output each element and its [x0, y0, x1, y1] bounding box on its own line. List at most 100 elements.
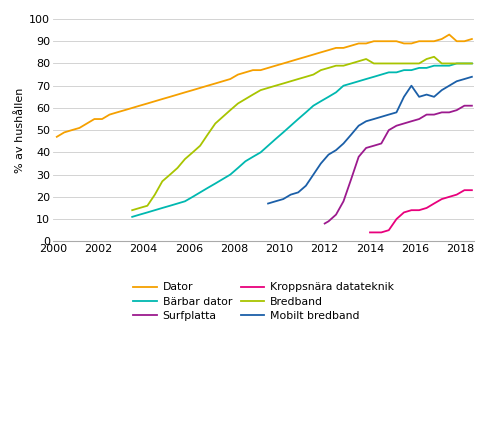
Bredband [393, 61, 399, 66]
Mobilt bredband [318, 161, 324, 166]
Bärbar dator [190, 194, 195, 199]
Surfplatta [348, 176, 354, 181]
Mobilt bredband [363, 119, 369, 124]
Bärbar dator [310, 103, 316, 108]
Bredband [363, 57, 369, 62]
Bärbar dator [424, 65, 430, 71]
Bredband [227, 108, 233, 113]
Bärbar dator [348, 81, 354, 86]
Dator [371, 39, 377, 44]
Bredband [273, 83, 278, 88]
Bärbar dator [371, 74, 377, 79]
Bredband [144, 203, 150, 208]
Bredband [326, 65, 331, 71]
Mobilt bredband [273, 199, 278, 204]
Dator [326, 48, 331, 53]
Mobilt bredband [303, 183, 309, 188]
Surfplatta [409, 119, 414, 124]
Bredband [310, 72, 316, 77]
Kroppsnära datateknik [439, 196, 445, 201]
Bärbar dator [446, 63, 452, 68]
Line: Bredband: Bredband [132, 57, 472, 210]
Bredband [220, 114, 226, 119]
Bredband [348, 61, 354, 66]
Mobilt bredband [295, 190, 301, 195]
Bärbar dator [333, 90, 339, 95]
Surfplatta [416, 116, 422, 122]
Surfplatta [469, 103, 475, 108]
Kroppsnära datateknik [446, 194, 452, 199]
Bredband [160, 179, 165, 184]
Bredband [265, 85, 271, 91]
Bredband [167, 172, 173, 177]
Bärbar dator [197, 190, 203, 195]
Surfplatta [371, 143, 377, 148]
Mobilt bredband [462, 76, 467, 82]
Kroppsnära datateknik [454, 192, 460, 197]
Bredband [288, 79, 294, 84]
Dator [469, 37, 475, 42]
Bredband [197, 143, 203, 148]
Mobilt bredband [333, 147, 339, 153]
Bredband [386, 61, 392, 66]
Surfplatta [439, 110, 445, 115]
Mobilt bredband [288, 192, 294, 197]
Bredband [371, 61, 377, 66]
Bredband [250, 92, 256, 97]
Bärbar dator [393, 70, 399, 75]
Bärbar dator [454, 61, 460, 66]
Kroppsnära datateknik [393, 216, 399, 221]
Bredband [303, 74, 309, 79]
Bredband [409, 61, 414, 66]
Bredband [136, 205, 142, 210]
Mobilt bredband [439, 88, 445, 93]
Dator [310, 52, 316, 57]
Bredband [190, 150, 195, 155]
Mobilt bredband [379, 114, 384, 119]
Bärbar dator [401, 68, 407, 73]
Dator [288, 59, 294, 64]
Mobilt bredband [454, 79, 460, 84]
Kroppsnära datateknik [367, 230, 373, 235]
Bredband [182, 156, 188, 162]
Bredband [174, 165, 180, 170]
Bärbar dator [258, 150, 264, 155]
Bredband [439, 61, 445, 66]
Bärbar dator [243, 159, 248, 164]
Mobilt bredband [326, 152, 331, 157]
Bärbar dator [182, 199, 188, 204]
Bredband [469, 61, 475, 66]
Kroppsnära datateknik [371, 230, 377, 235]
Bärbar dator [386, 70, 392, 75]
Bredband [454, 61, 460, 66]
Surfplatta [454, 108, 460, 113]
Dator [205, 83, 211, 88]
Mobilt bredband [355, 123, 361, 128]
Surfplatta [333, 212, 339, 217]
Bärbar dator [409, 68, 414, 73]
Mobilt bredband [393, 110, 399, 115]
Bredband [243, 96, 248, 102]
Mobilt bredband [409, 83, 414, 88]
Surfplatta [326, 219, 331, 224]
Bredband [280, 81, 286, 86]
Bredband [401, 61, 407, 66]
Kroppsnära datateknik [424, 205, 430, 210]
Bärbar dator [318, 99, 324, 104]
Bärbar dator [167, 203, 173, 208]
Bärbar dator [439, 63, 445, 68]
Kroppsnära datateknik [409, 208, 414, 213]
Dator [61, 130, 67, 135]
Bärbar dator [174, 201, 180, 206]
Bärbar dator [273, 136, 278, 142]
Mobilt bredband [348, 132, 354, 137]
Surfplatta [379, 141, 384, 146]
Mobilt bredband [431, 94, 437, 99]
Surfplatta [355, 154, 361, 159]
Bredband [129, 208, 135, 213]
Bredband [295, 76, 301, 82]
Bärbar dator [220, 176, 226, 181]
Bärbar dator [265, 143, 271, 148]
Bredband [205, 132, 211, 137]
Bärbar dator [303, 110, 309, 115]
